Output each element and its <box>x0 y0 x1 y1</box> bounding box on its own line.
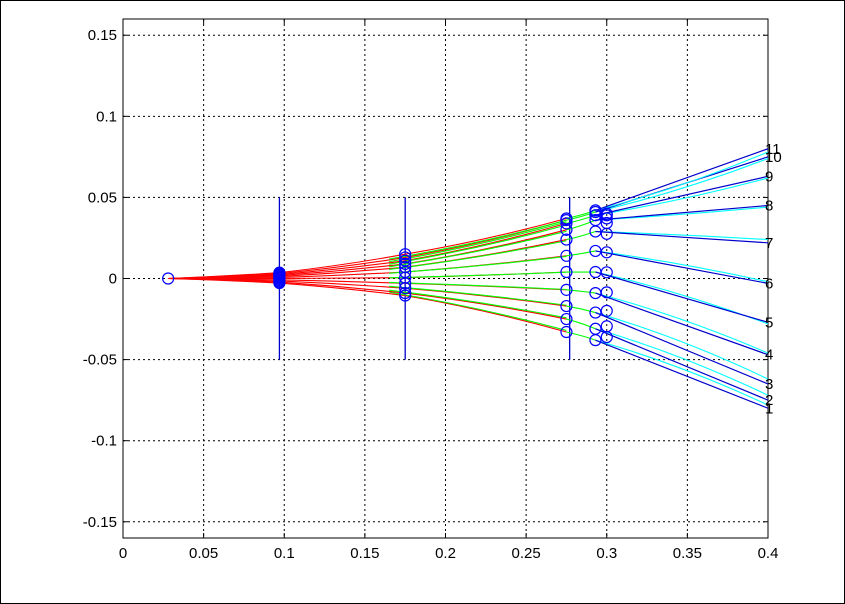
ray-exit-blue <box>595 206 768 221</box>
x-tick-label: 0.15 <box>350 545 379 562</box>
ray-exit-blue <box>595 272 768 322</box>
y-tick-label: 0.1 <box>96 108 117 125</box>
x-tick-label: 0.25 <box>512 545 541 562</box>
ray-label: 4 <box>765 347 773 364</box>
ray-segment-2 <box>279 283 405 295</box>
y-tick-label: -0.1 <box>91 433 117 450</box>
ray-exit-blue <box>595 149 768 211</box>
y-tick-label: -0.15 <box>83 514 117 531</box>
ray-segment-4 <box>566 319 595 329</box>
ray-segment-3 <box>405 293 566 319</box>
x-tick-label: 0.1 <box>274 545 295 562</box>
x-tick-label: 0 <box>119 545 127 562</box>
ray-label: 8 <box>765 198 773 215</box>
x-tick-label: 0.05 <box>189 545 218 562</box>
ray-exit-cyan <box>595 329 768 395</box>
x-tick-label: 0.35 <box>673 545 702 562</box>
ray-exit-blue <box>595 340 768 408</box>
y-tick-label: 0.05 <box>88 189 117 206</box>
x-tick-label: 0.3 <box>596 545 617 562</box>
x-tick-label: 0.4 <box>758 545 779 562</box>
y-tick-label: -0.05 <box>83 352 117 369</box>
ray-label: 7 <box>765 235 773 252</box>
ray-label: 11 <box>765 141 781 158</box>
ray-label: 2 <box>765 392 773 409</box>
y-tick-label: 0.15 <box>88 27 117 44</box>
y-tick-label: 0 <box>109 271 117 288</box>
x-tick-label: 0.2 <box>435 545 456 562</box>
ray-segment-2 <box>279 278 405 279</box>
ray-segment-2 <box>279 264 405 276</box>
ray-label: 9 <box>765 168 773 185</box>
ray-marker-outer <box>601 267 612 278</box>
ray-label: 3 <box>765 376 773 393</box>
ray-label: 5 <box>765 314 773 331</box>
ray-exit-blue <box>595 329 768 400</box>
ray-exit-blue <box>595 231 768 242</box>
ray-segment-green <box>389 272 566 278</box>
ray-label: 6 <box>765 275 773 292</box>
